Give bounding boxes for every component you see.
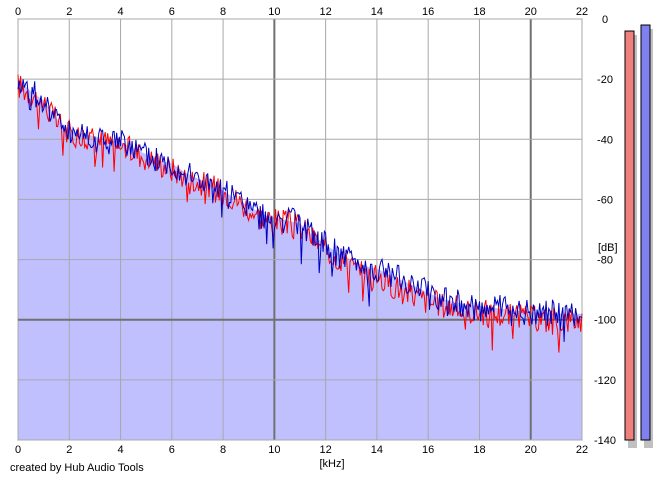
x-tick-label: 10: [268, 6, 280, 18]
x-tick-label: 22: [576, 6, 588, 18]
y-tick-labels: 0 -20 -40 -60 -80 -100 -120 -140: [594, 14, 616, 447]
x-tick-label: 20: [525, 444, 537, 456]
y-tick-label: 0: [602, 14, 608, 26]
x-tick-label: 0: [15, 444, 21, 456]
x-tick-label: 16: [422, 6, 434, 18]
x-tick-labels-bottom: 0 2 4 6 8 10 12 14 16 18 20 22: [15, 444, 588, 456]
x-tick-label: 8: [220, 444, 226, 456]
x-tick-label: 8: [220, 6, 226, 18]
y-tick-label: -60: [597, 194, 613, 206]
level-meters: [624, 24, 653, 449]
series-line-2: [17, 79, 583, 342]
x-tick-label: 6: [169, 444, 175, 456]
x-tick-label: 18: [473, 444, 485, 456]
y-tick-label: -80: [597, 255, 613, 267]
x-tick-label: 10: [268, 444, 280, 456]
x-tick-label: 16: [422, 444, 434, 456]
level-meter-bar: [640, 24, 651, 441]
y-axis-label: [dB]: [598, 242, 618, 254]
x-axis-label: [kHz]: [319, 458, 344, 470]
x-tick-label: 20: [525, 6, 537, 18]
x-tick-label: 12: [320, 6, 332, 18]
level-meter-bar: [624, 30, 635, 441]
x-tick-label: 4: [117, 444, 123, 456]
x-tick-label: 6: [169, 6, 175, 18]
y-tick-label: -40: [597, 134, 613, 146]
x-tick-label: 18: [473, 6, 485, 18]
x-tick-labels-top: 0 2 4 6 8 10 12 14 16 18 20 22: [15, 6, 588, 18]
x-tick-label: 2: [66, 444, 72, 456]
x-tick-label: 0: [15, 6, 21, 18]
credit-text: created by Hub Audio Tools: [10, 462, 144, 474]
x-tick-label: 2: [66, 6, 72, 18]
x-tick-label: 12: [320, 444, 332, 456]
y-tick-label: -100: [594, 315, 616, 327]
x-tick-label: 14: [371, 6, 383, 18]
y-tick-label: -140: [594, 435, 616, 447]
x-tick-label: 22: [576, 444, 588, 456]
x-tick-label: 14: [371, 444, 383, 456]
series-layer: [17, 74, 583, 353]
y-tick-label: -120: [594, 375, 616, 387]
x-tick-label: 4: [117, 6, 123, 18]
y-tick-label: -20: [597, 74, 613, 86]
